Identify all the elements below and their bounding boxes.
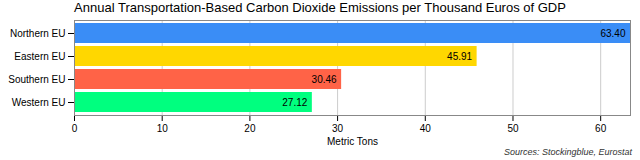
html-text:Annual Transportation-Based Ca: Annual Transportation-Based Carbon Dioxi… [74, 0, 566, 15]
svg-text:Metric Tons: Metric Tons [327, 136, 378, 147]
svg-text:10: 10 [157, 123, 169, 134]
svg-text:Southern EU: Southern EU [8, 74, 65, 85]
svg-text:40: 40 [420, 123, 432, 134]
svg-text:50: 50 [507, 123, 519, 134]
svg-text:0: 0 [72, 123, 78, 134]
svg-text:Northern EU: Northern EU [10, 28, 66, 39]
html-text:Sources: Stockingblue, Eurosta: Sources: Stockingblue, Eurostat [503, 147, 632, 157]
svg-text:Eastern EU: Eastern EU [14, 51, 65, 62]
svg-text:20: 20 [244, 123, 256, 134]
svg-text:30.46: 30.46 [312, 74, 337, 85]
svg-text:45.91: 45.91 [447, 51, 472, 62]
svg-text:60: 60 [595, 123, 607, 134]
svg-text:Western EU: Western EU [12, 97, 66, 108]
svg-text:27.12: 27.12 [282, 97, 307, 108]
svg-text:30: 30 [332, 123, 344, 134]
svg-text:63.40: 63.40 [600, 28, 625, 39]
